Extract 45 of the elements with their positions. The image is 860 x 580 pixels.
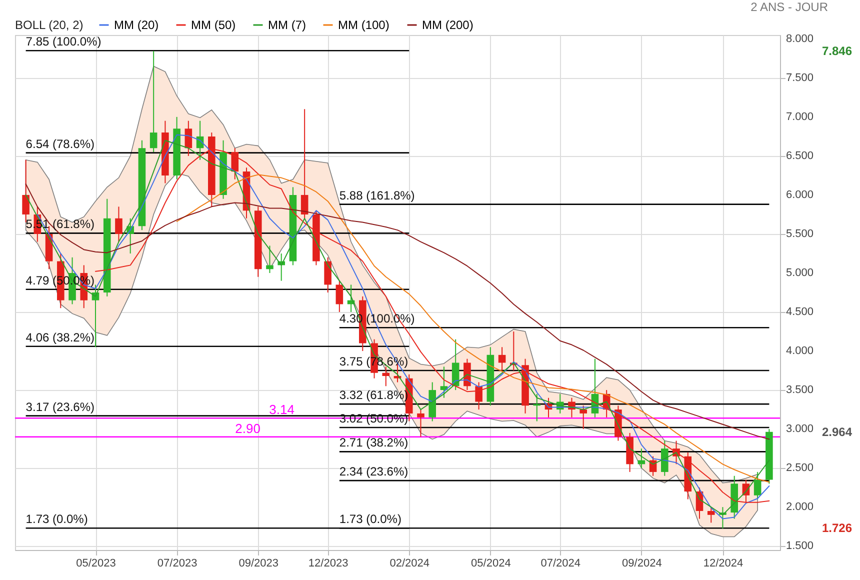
text: 2.964 bbox=[822, 425, 852, 439]
legend-label: MM (200) bbox=[422, 18, 474, 32]
series-label: 1.73 (0.0%) bbox=[339, 512, 402, 526]
legend-title: BOLL (20, 2) bbox=[15, 18, 84, 32]
series-label: 5.88 (161.8%) bbox=[339, 188, 415, 202]
y-tick-label: 3.500 bbox=[786, 384, 814, 396]
series-label: 2.71 (38.2%) bbox=[339, 436, 408, 450]
x-tick-label: 09/2023 bbox=[238, 558, 278, 570]
text: 1.726 bbox=[822, 521, 852, 535]
series-label: 4.79 (50.0%) bbox=[26, 273, 95, 288]
x-tick-label: 07/2023 bbox=[157, 558, 198, 570]
series-label: 7.85 (100.0%) bbox=[26, 34, 102, 49]
x-tick-label: 12/2023 bbox=[308, 558, 348, 570]
series-label: 6.54 (78.6%) bbox=[26, 136, 95, 151]
y-tick-label: 1.500 bbox=[786, 540, 814, 552]
y-tick-label: 3.000 bbox=[786, 423, 814, 436]
x-tick-label: 09/2024 bbox=[622, 558, 662, 570]
x-tick-label: 07/2024 bbox=[540, 558, 580, 570]
text: 7.846 bbox=[822, 44, 852, 58]
y-tick-label: 2.000 bbox=[786, 501, 814, 514]
y-tick-label: 5.000 bbox=[786, 266, 814, 279]
x-tick-label: 05/2024 bbox=[471, 558, 511, 570]
ref-line-label: 3.14 bbox=[269, 402, 294, 418]
x-tick-label: 12/2024 bbox=[703, 558, 744, 570]
y-tick-label: 6.500 bbox=[786, 150, 814, 162]
y-tick-label: 2.500 bbox=[786, 462, 814, 474]
y-tick-label: 4.000 bbox=[786, 345, 814, 358]
x-tick-label: 02/2024 bbox=[390, 558, 430, 570]
x-tick-label: 05/2023 bbox=[76, 558, 116, 570]
y-tick-label: 7.000 bbox=[786, 110, 814, 123]
ref-line-label: 2.90 bbox=[235, 420, 260, 436]
y-tick-label: 4.500 bbox=[786, 306, 814, 318]
y-tick-label: 5.500 bbox=[786, 228, 814, 240]
legend-label: MM (50) bbox=[191, 18, 236, 32]
series-label: 3.17 (23.6%) bbox=[26, 400, 95, 414]
text: 2 ANS - JOUR bbox=[750, 0, 828, 14]
legend-label: MM (7) bbox=[268, 18, 306, 32]
series-label: 1.73 (0.0%) bbox=[26, 512, 88, 526]
y-tick-label: 8.000 bbox=[786, 32, 814, 45]
y-tick-label: 7.500 bbox=[786, 72, 814, 84]
series-label: 2.34 (23.6%) bbox=[339, 464, 408, 479]
legend-label: MM (100) bbox=[338, 18, 390, 32]
y-tick-label: 6.000 bbox=[786, 188, 814, 201]
series-label: 4.06 (38.2%) bbox=[26, 330, 95, 344]
legend-label: MM (20) bbox=[114, 18, 159, 32]
